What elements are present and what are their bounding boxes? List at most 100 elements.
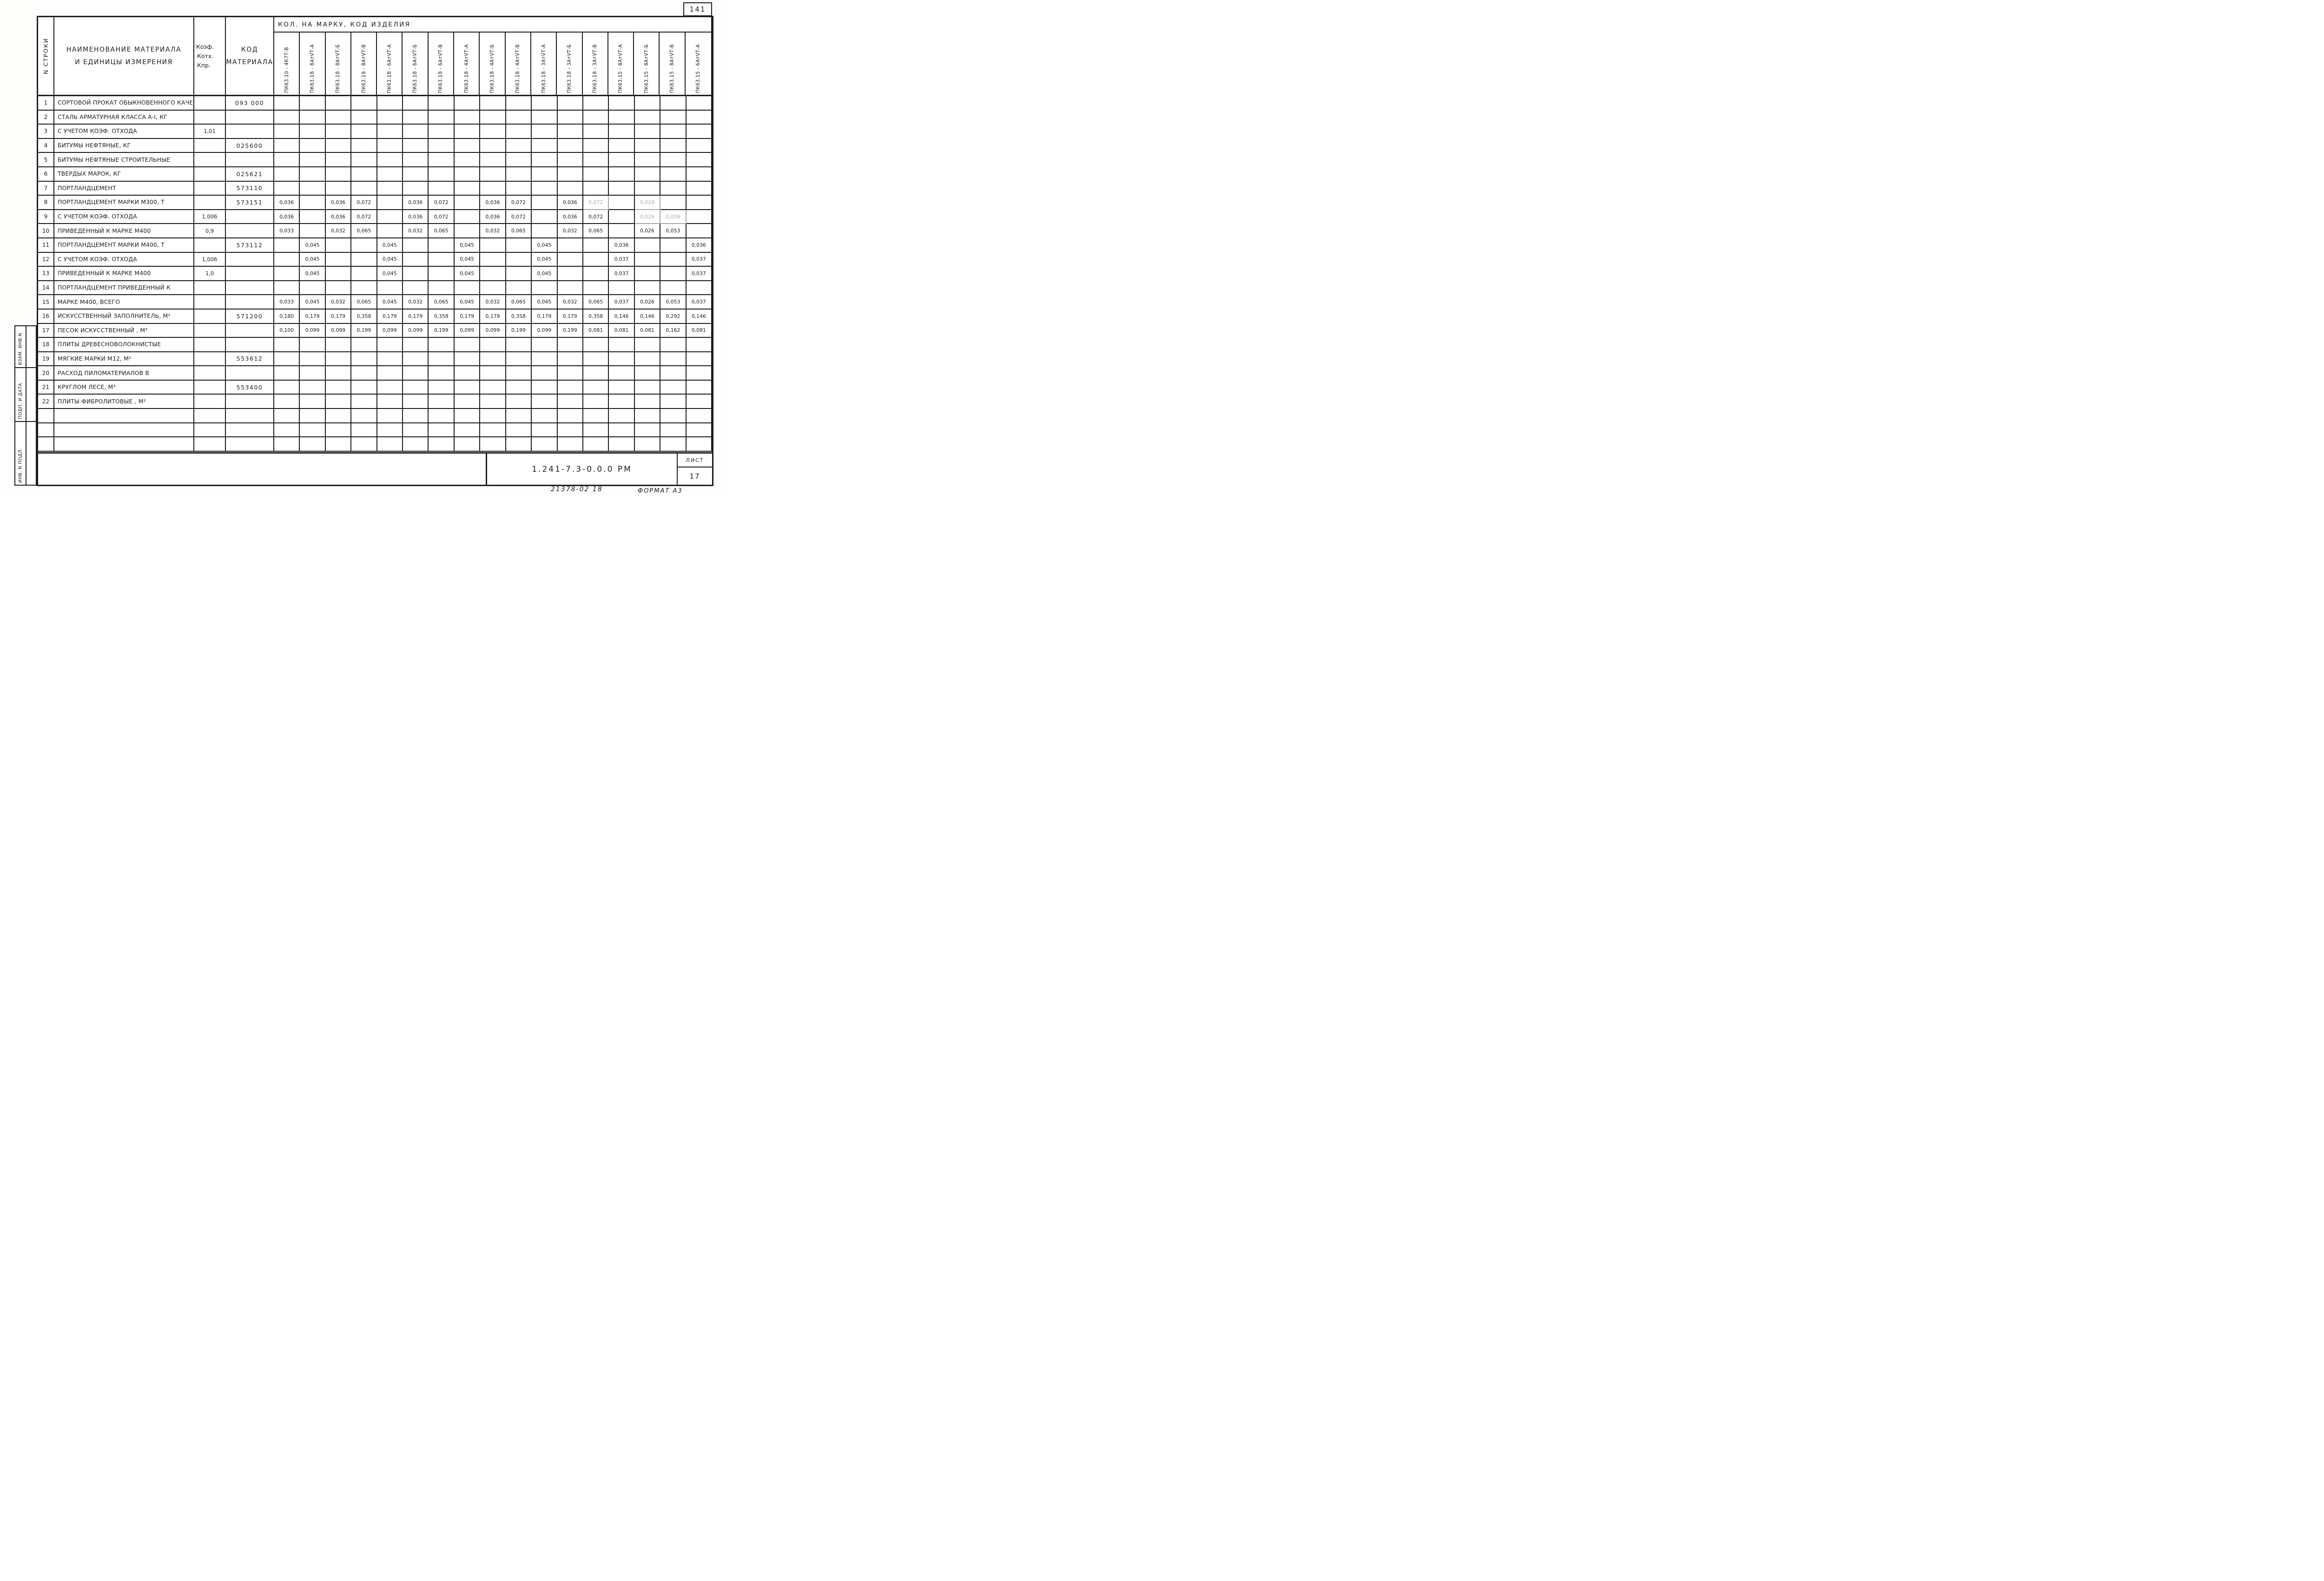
- material-code-cell: [226, 323, 274, 338]
- material-name-cell: БИТУМЫ НЕФТЯНЫЕ СТРОИТЕЛЬНЫЕ: [54, 153, 194, 167]
- value-cell: 0,037: [686, 252, 712, 267]
- material-name-cell: С УЧЕТОМ КОЭФ. ОТХОДА: [54, 252, 194, 267]
- product-column-header: ПК63.15 - 8АтVТ-Б: [634, 33, 660, 95]
- coef-line: Котх.: [197, 52, 214, 59]
- value-cell: [454, 224, 481, 238]
- value-cell: [480, 267, 506, 281]
- value-cell: [506, 252, 532, 267]
- value-cell: [325, 338, 352, 352]
- value-cell: [454, 395, 481, 409]
- value-cell: [557, 138, 583, 153]
- value-cell: [634, 281, 661, 296]
- value-cell: 0,081: [583, 323, 609, 338]
- value-cell: [274, 395, 300, 409]
- value-cell: [351, 423, 377, 438]
- value-cell: [480, 423, 506, 438]
- material-name-cell: СОРТОВОЙ ПРОКАТ ОБЫКНОВЕННОГО КАЧЕСТВА: [54, 96, 194, 111]
- value-cell: [429, 281, 455, 296]
- value-cell: [686, 110, 712, 125]
- value-cell: [609, 125, 635, 139]
- value-cell: [506, 281, 532, 296]
- value-cell: 0,045: [532, 267, 558, 281]
- header-material-name: НАИМЕНОВАНИЕ МАТЕРИАЛА И ЕДИНИЦЫ ИЗМЕРЕН…: [54, 17, 194, 96]
- value-cell: [609, 167, 635, 182]
- value-cell: 0,045: [300, 267, 326, 281]
- value-cell: 0,053: [660, 224, 687, 238]
- stamp-label: ПОДП. И ДАТА: [18, 383, 23, 419]
- value-cell: 0,036: [325, 196, 352, 210]
- value-cell: [300, 281, 326, 296]
- stamp-inv-podl: ИНВ. N ПОДЛ.: [15, 422, 36, 485]
- value-cell: [480, 281, 506, 296]
- value-cell: [583, 125, 609, 139]
- value-cell: [429, 238, 455, 253]
- coefficient-cell: [194, 96, 226, 111]
- stamp-podp-data: ПОДП. И ДАТА: [15, 368, 36, 422]
- value-cell: 0,053: [660, 295, 687, 310]
- value-cell: [403, 409, 429, 423]
- value-cell: [480, 110, 506, 125]
- value-cell: [351, 366, 377, 381]
- value-cell: [274, 338, 300, 352]
- value-cell: [480, 167, 506, 182]
- value-cell: [532, 395, 558, 409]
- value-cell: [557, 181, 583, 196]
- value-cell: [686, 380, 712, 395]
- value-cell: [557, 395, 583, 409]
- value-cell: [454, 409, 481, 423]
- material-code-cell: [226, 437, 274, 452]
- value-cell: [660, 352, 687, 367]
- value-cell: [274, 252, 300, 267]
- value-cell: [377, 352, 403, 367]
- group-title: КОЛ. НА МАРКУ, КОД ИЗДЕЛИЯ: [274, 17, 711, 33]
- value-cell: [300, 110, 326, 125]
- value-cell: [480, 338, 506, 352]
- value-cell: [480, 181, 506, 196]
- value-cell: 0,292: [660, 309, 687, 324]
- value-cell: [325, 437, 352, 452]
- side-stamp-strip: ВЗАМ. ИНВ.N ПОДП. И ДАТА ИНВ. N ПОДЛ.: [14, 325, 37, 486]
- value-cell: [351, 96, 377, 111]
- value-cell: [532, 96, 558, 111]
- value-cell: [403, 423, 429, 438]
- value-cell: 0,099: [403, 323, 429, 338]
- value-cell: 0,029: [634, 196, 661, 210]
- value-cell: [454, 138, 481, 153]
- stamp-label-cell: ПОДП. И ДАТА: [15, 368, 26, 421]
- value-cell: 0,179: [557, 309, 583, 324]
- value-cell: 0,045: [454, 295, 481, 310]
- value-cell: [583, 181, 609, 196]
- value-cell: [609, 338, 635, 352]
- value-cell: [609, 110, 635, 125]
- value-cell: 0,072: [351, 196, 377, 210]
- coefficient-cell: [194, 380, 226, 395]
- value-cell: 0,179: [377, 309, 403, 324]
- value-cell: [403, 238, 429, 253]
- value-cell: 0,072: [429, 210, 455, 224]
- value-cell: [377, 395, 403, 409]
- value-cell: [351, 352, 377, 367]
- value-cell: 0,179: [300, 309, 326, 324]
- value-cell: [506, 238, 532, 253]
- value-cell: [634, 110, 661, 125]
- value-cell: [506, 125, 532, 139]
- value-cell: [506, 167, 532, 182]
- value-cell: 0,065: [583, 224, 609, 238]
- value-cell: [609, 395, 635, 409]
- value-cell: [454, 167, 481, 182]
- value-cell: [403, 267, 429, 281]
- value-cell: [506, 153, 532, 167]
- value-cell: [686, 153, 712, 167]
- value-cell: [377, 338, 403, 352]
- stamp-vzam-inv: ВЗАМ. ИНВ.N: [15, 326, 36, 368]
- value-cell: [274, 96, 300, 111]
- product-column-header: ПК63.18 - 3АтVТ-А: [531, 33, 557, 95]
- material-name-cell: ПЛИТЫ ДРЕВЕСНОВОЛОКНИСТЫЕ: [54, 338, 194, 352]
- material-name-cell: ТВЕРДЫХ МАРОК, КГ: [54, 167, 194, 182]
- value-cell: 0,146: [686, 309, 712, 324]
- material-name-cell: ПОРТЛАНДЦЕМЕНТ ПРИВЕДЕННЫЙ К: [54, 281, 194, 296]
- value-cell: [506, 380, 532, 395]
- page-number-box: 141: [683, 2, 712, 16]
- material-code-cell: 025600: [226, 138, 274, 153]
- value-cell: 0,026: [634, 224, 661, 238]
